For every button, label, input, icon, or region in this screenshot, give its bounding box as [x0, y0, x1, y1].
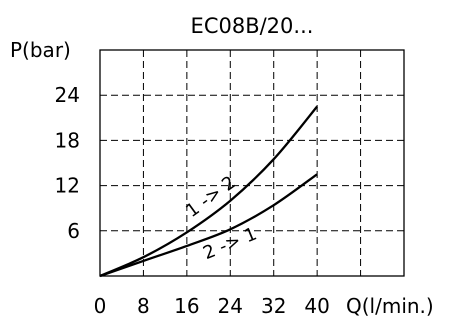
x-tick-label: 40 — [304, 294, 329, 318]
plot-frame — [99, 49, 405, 277]
x-axis-label: Q(l/min.) — [346, 294, 434, 318]
x-tick-label: 16 — [174, 294, 199, 318]
tick-labels: 0 8 16 24 32 40 6 12 18 24 — [55, 83, 330, 318]
y-axis-label: P(bar) — [10, 38, 71, 62]
series-curves — [99, 105, 318, 278]
y-tick-label: 24 — [55, 83, 80, 107]
x-tick-label: 24 — [218, 294, 243, 318]
y-tick-label: 6 — [67, 219, 80, 243]
y-tick-label: 18 — [55, 128, 80, 152]
series-curve-2 — [99, 173, 318, 278]
grid-lines — [100, 50, 404, 276]
series-curve-1 — [99, 105, 318, 278]
x-tick-label: 0 — [94, 294, 107, 318]
y-tick-label: 12 — [55, 174, 80, 198]
chart-title: EC08B/20... — [191, 14, 314, 38]
x-tick-label: 32 — [261, 294, 286, 318]
x-tick-label: 8 — [137, 294, 150, 318]
